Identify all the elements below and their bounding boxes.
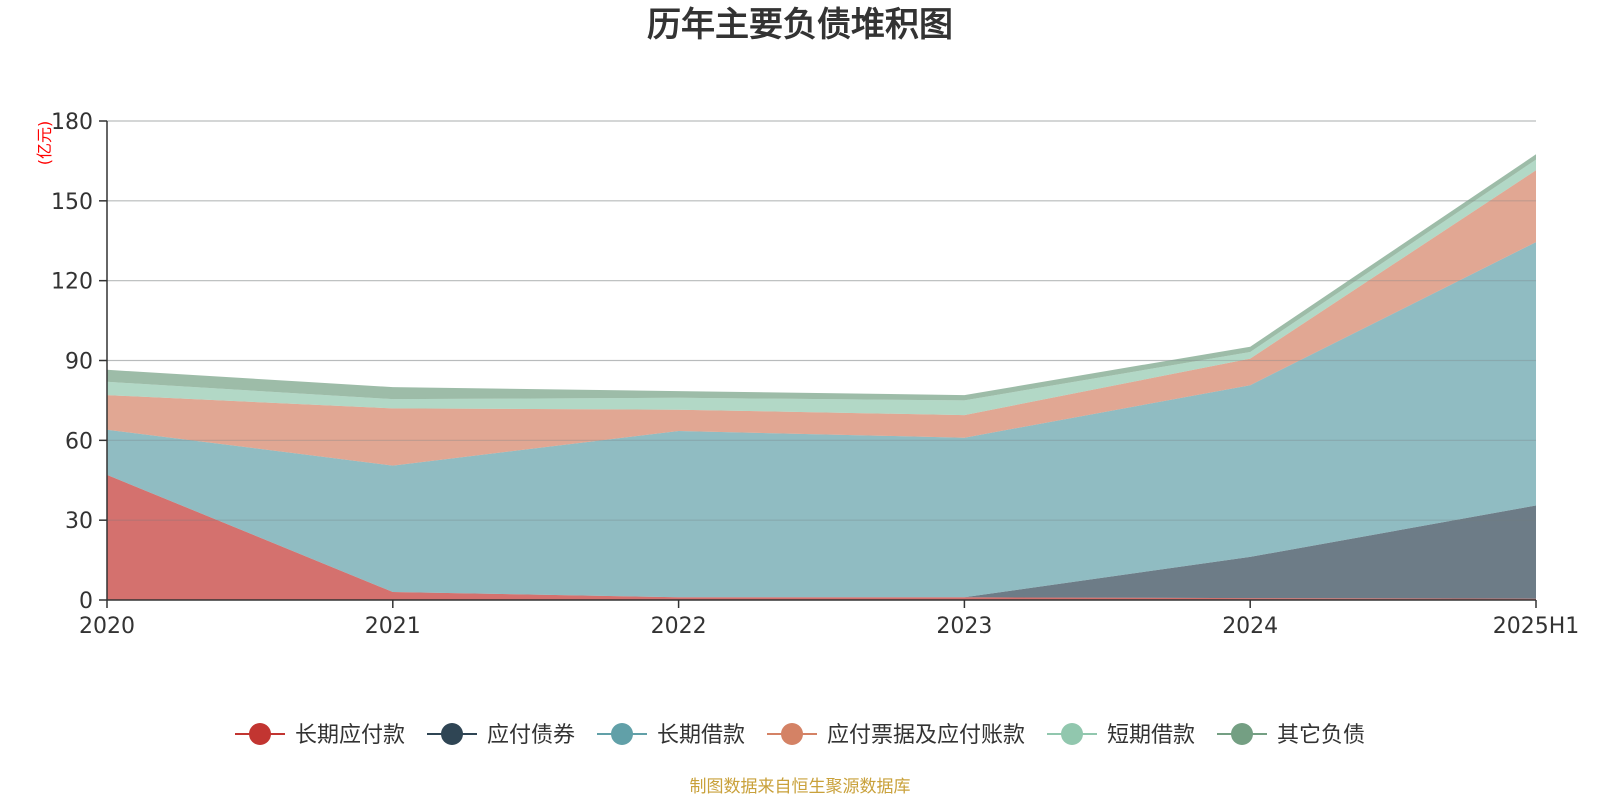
y-tick-label: 60 (65, 429, 93, 454)
axes: 0 30 60 90 120 150 180 2020 2021 2022 2023 2024 2025… (51, 110, 1579, 639)
legend: 长期应付款 应付债券 长期借款 应付票据及应付账款 短期借款 其它负债 (235, 723, 1365, 748)
x-tick-label: 2021 (365, 614, 421, 639)
legend-marker-icon (249, 723, 271, 745)
legend-label: 短期借款 (1107, 723, 1195, 748)
y-tick-label: 180 (51, 110, 93, 135)
x-tick-label: 2023 (936, 614, 992, 639)
area-4 (107, 170, 1536, 466)
area-series (107, 120, 1536, 600)
legend-marker-icon (611, 723, 633, 745)
legend-marker-icon (1231, 723, 1253, 745)
area-2 (107, 474, 1536, 599)
legend-item-2[interactable]: 应付债券 (427, 723, 575, 748)
legend-item-5[interactable]: 短期借款 (1047, 723, 1195, 748)
legend-marker-icon (1061, 723, 1083, 745)
x-tick-label: 2022 (651, 614, 707, 639)
y-axis-unit-label: (亿元) (35, 121, 54, 166)
legend-marker-icon (441, 723, 463, 745)
x-tick-label: 2025H1 (1493, 614, 1580, 639)
legend-marker-icon (781, 723, 803, 745)
legend-label: 应付票据及应付账款 (827, 723, 1025, 748)
area-3 (107, 242, 1536, 598)
legend-item-3[interactable]: 长期借款 (597, 723, 745, 748)
x-tick-label: 2020 (79, 614, 135, 639)
legend-label: 应付债券 (487, 723, 575, 748)
y-tick-label: 0 (79, 589, 93, 614)
legend-item-6[interactable]: 其它负债 (1217, 723, 1365, 748)
legend-item-4[interactable]: 应付票据及应付账款 (767, 723, 1025, 748)
area-1 (107, 474, 1536, 600)
y-tick-label: 90 (65, 350, 93, 375)
chart-title: 历年主要负债堆积图 (647, 5, 953, 45)
y-tick-label: 120 (51, 270, 93, 295)
legend-label: 长期借款 (657, 723, 745, 748)
legend-item-1[interactable]: 长期应付款 (235, 723, 405, 748)
x-tick-label: 2024 (1222, 614, 1278, 639)
legend-label: 其它负债 (1277, 723, 1365, 748)
legend-label: 长期应付款 (295, 723, 405, 748)
y-tick-label: 150 (51, 190, 93, 215)
source-note: 制图数据来自恒生聚源数据库 (690, 777, 911, 797)
y-tick-label: 30 (65, 509, 93, 534)
